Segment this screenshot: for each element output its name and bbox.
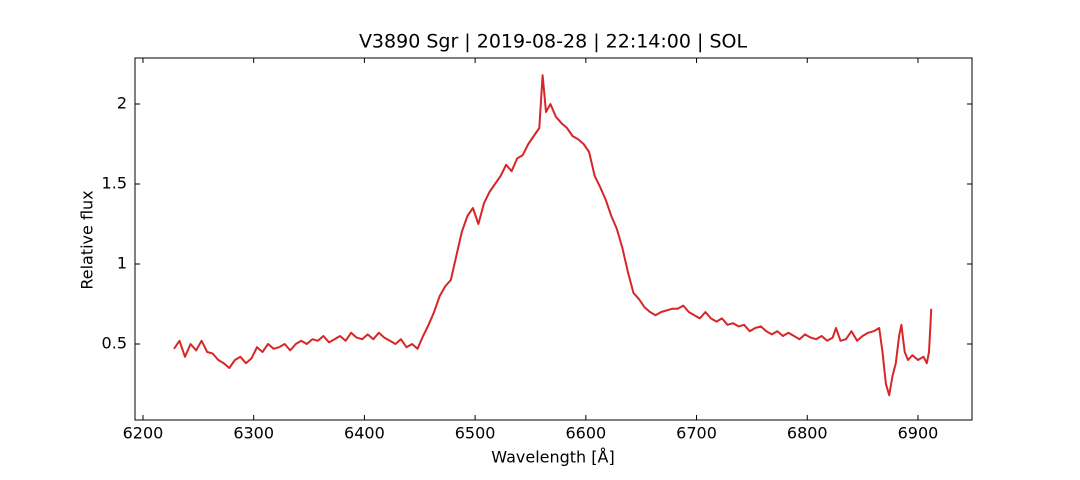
x-tick-label: 6200 <box>123 424 164 443</box>
y-tick-label: 1 <box>117 254 127 273</box>
y-axis-label: Relative flux <box>78 190 97 289</box>
spectrum-line <box>173 74 933 397</box>
y-tick-label: 0.5 <box>102 334 127 353</box>
x-tick-label: 6800 <box>787 424 828 443</box>
x-tick-label: 6700 <box>676 424 717 443</box>
x-tick-label: 6600 <box>565 424 606 443</box>
y-tick-label: 1.5 <box>102 174 127 193</box>
x-tick-label: 6500 <box>455 424 496 443</box>
x-tick-label: 6300 <box>233 424 274 443</box>
x-axis-label: Wavelength [Å] <box>491 448 614 467</box>
y-tick-label: 2 <box>117 94 127 113</box>
x-tick-label: 6900 <box>898 424 939 443</box>
chart-title: V3890 Sgr | 2019-08-28 | 22:14:00 | SOL <box>359 31 748 53</box>
x-tick-label: 6400 <box>344 424 385 443</box>
plot-frame <box>134 57 973 421</box>
